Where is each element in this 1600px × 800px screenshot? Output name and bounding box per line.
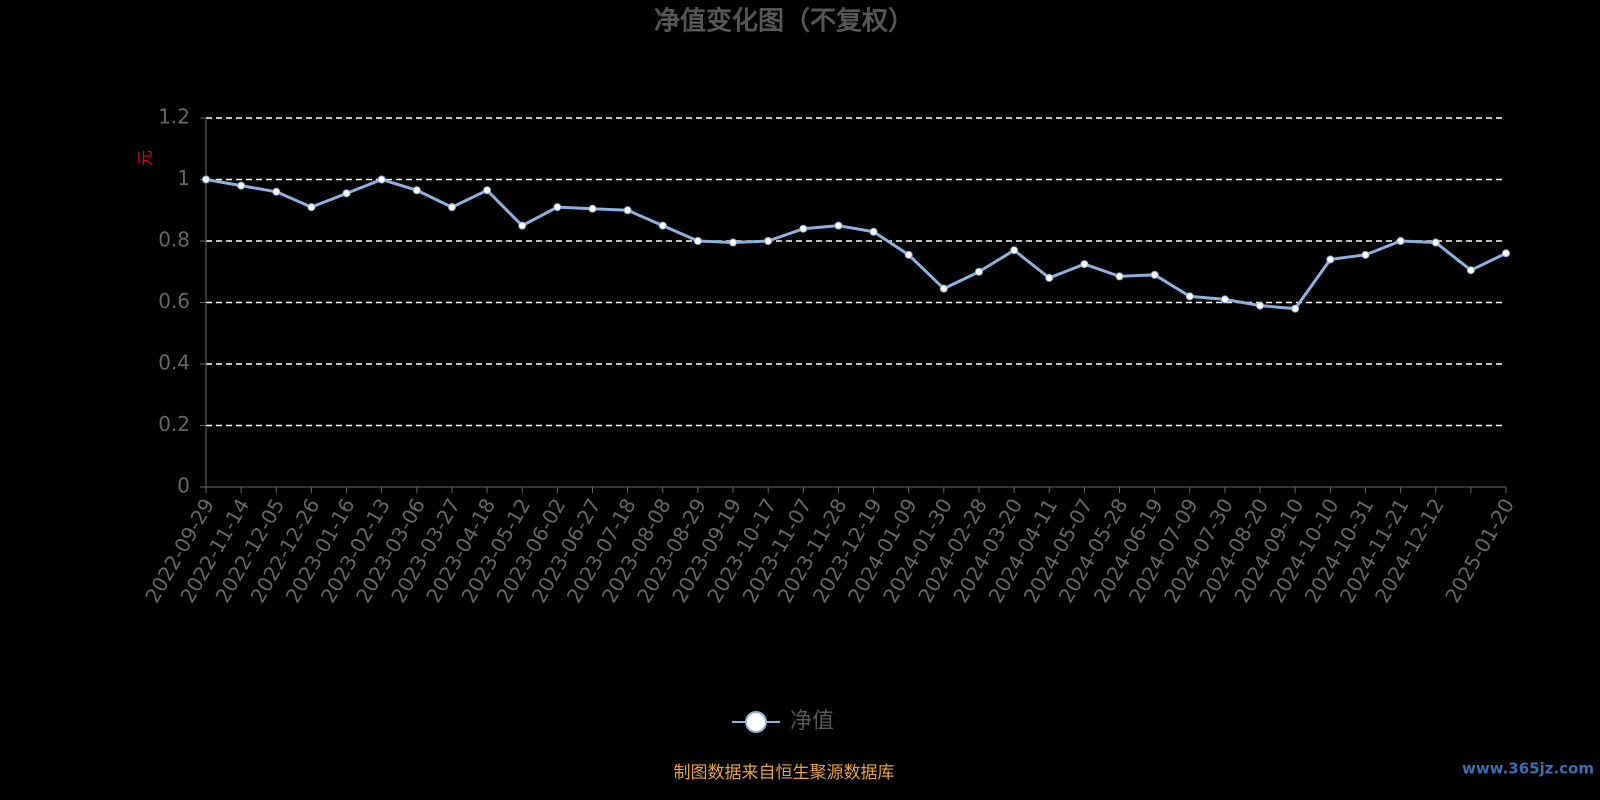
y-tick-label: 0.8 (158, 228, 190, 252)
data-point (1291, 304, 1300, 313)
data-point (1466, 266, 1475, 275)
data-point (447, 203, 456, 212)
data-point (553, 203, 562, 212)
data-point (342, 189, 351, 198)
data-point (202, 175, 210, 184)
y-tick-label: 1.2 (158, 105, 190, 129)
data-point (1045, 273, 1054, 282)
data-point (869, 227, 878, 236)
data-point (1220, 295, 1229, 304)
data-point (588, 204, 597, 213)
y-tick-label: 1 (177, 166, 190, 190)
chart-title: 净值变化图（不复权） (654, 6, 914, 37)
y-tick-label: 0.4 (158, 351, 190, 375)
y-axis-label: 元 (136, 150, 155, 166)
data-point (483, 186, 492, 195)
data-point (764, 237, 773, 245)
data-point (1256, 301, 1265, 310)
data-point (1396, 237, 1405, 245)
data-point (518, 221, 527, 230)
data-point (1150, 270, 1159, 279)
data-point (1326, 255, 1335, 264)
data-point (799, 224, 808, 233)
data-point (904, 250, 913, 259)
watermark: www.365jz.com (1462, 760, 1594, 778)
data-point (729, 238, 738, 247)
source-note: 制图数据来自恒生聚源数据库 (674, 763, 895, 783)
data-point (834, 221, 843, 230)
y-tick-label: 0.2 (158, 412, 190, 436)
data-point (412, 186, 421, 195)
data-point (1115, 272, 1124, 281)
data-point (1010, 246, 1019, 255)
legend-marker (745, 711, 767, 733)
data-point (974, 267, 983, 276)
data-point (939, 284, 948, 293)
data-point (377, 175, 386, 184)
data-point (1431, 238, 1440, 247)
data-point (658, 221, 667, 230)
data-point (623, 206, 632, 215)
y-tick-label: 0 (177, 474, 190, 498)
data-point (307, 203, 316, 212)
series-line (205, 177, 1507, 311)
data-point (237, 181, 246, 190)
data-point (693, 237, 702, 245)
data-point (272, 187, 281, 196)
x-tick-label: 2025-01-20 (1440, 494, 1519, 607)
data-point (1361, 250, 1370, 259)
y-tick-label: 0.6 (158, 289, 190, 313)
data-point (1185, 292, 1194, 301)
data-point (1502, 249, 1510, 258)
data-point (1080, 260, 1089, 269)
legend-label: 净值 (790, 709, 834, 734)
